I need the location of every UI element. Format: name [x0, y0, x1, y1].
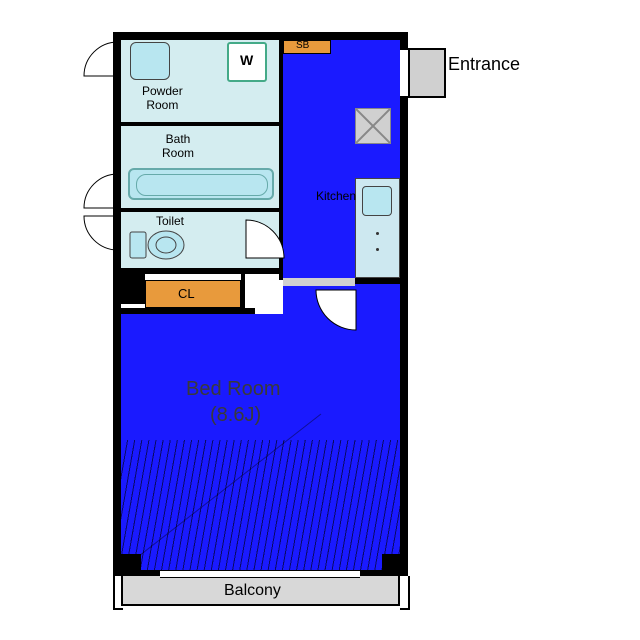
- door-arc-icon: [82, 214, 122, 254]
- sb-closet: [283, 40, 331, 54]
- bathtub-inner: [136, 174, 268, 196]
- door-arc-icon: [312, 286, 372, 346]
- wall: [113, 32, 408, 40]
- washer: [227, 42, 267, 82]
- door-arc-icon: [82, 40, 122, 80]
- entrance-slab: [408, 48, 446, 98]
- wall: [121, 268, 281, 274]
- door-arc-icon: [82, 172, 122, 212]
- entrance-label: Entrance: [448, 54, 520, 75]
- closet-cl: [145, 280, 241, 308]
- pillar: [121, 274, 145, 304]
- burner-dot: [376, 232, 379, 235]
- kitchen-sink: [362, 186, 392, 216]
- floorplan-canvas: Entrance SB Kitchen W Powder Room Bath R…: [0, 0, 640, 640]
- balcony: [121, 576, 400, 606]
- wall: [400, 32, 408, 50]
- wall: [113, 32, 121, 576]
- balcony-rail: [400, 576, 410, 610]
- bedroom-hatching: [121, 440, 400, 570]
- door-arc-icon: [244, 218, 288, 262]
- wall: [400, 96, 408, 576]
- powder-sink: [130, 42, 170, 80]
- balcony-rail: [113, 576, 123, 610]
- burner-dot: [376, 248, 379, 251]
- window-sill: [160, 570, 360, 578]
- toilet-icon: [128, 226, 188, 264]
- pillar: [121, 554, 141, 574]
- cross-icon: [355, 108, 391, 144]
- kitchen-lower: [283, 278, 355, 286]
- wall: [355, 278, 400, 284]
- wall: [241, 274, 245, 310]
- pillar: [382, 554, 400, 574]
